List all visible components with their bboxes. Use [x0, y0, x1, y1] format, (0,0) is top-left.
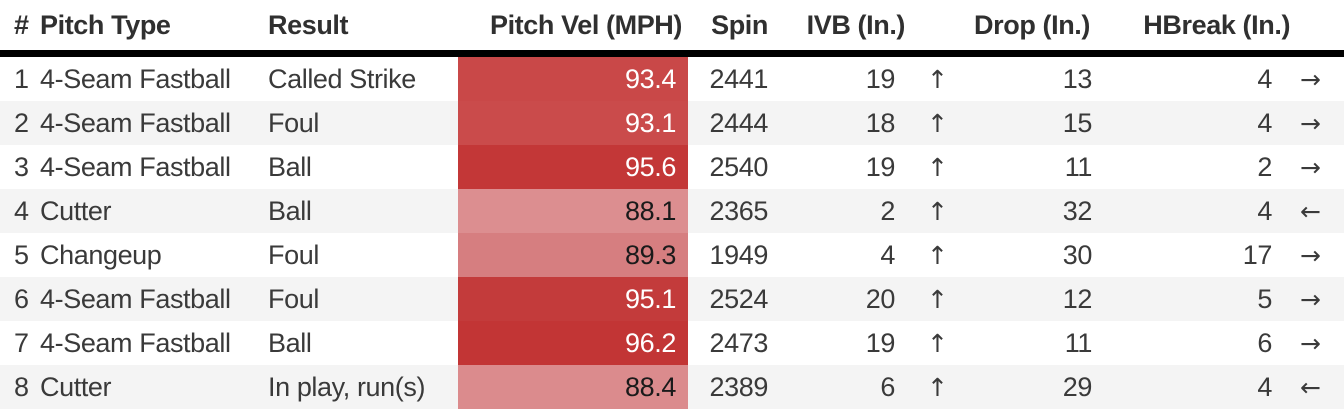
pitch-result: Foul — [268, 101, 458, 145]
hbreak-value: 6 — [1257, 327, 1273, 358]
spin-rate: 1949 — [709, 239, 769, 270]
ivb-value: 2 — [770, 189, 895, 233]
drop-value: 13 — [1062, 63, 1093, 94]
hbreak-value: 2 — [1257, 151, 1273, 182]
pitch-type: 4-Seam Fastball — [40, 277, 268, 321]
drop-value: 15 — [960, 101, 1093, 145]
pitch-result: Ball — [268, 151, 312, 182]
pitch-number: 3 — [14, 151, 29, 182]
pitch-type: 4-Seam Fastball — [40, 327, 231, 358]
hbreak-direction-arrow-icon: → — [1300, 64, 1321, 94]
pitch-type: 4-Seam Fastball — [40, 151, 231, 182]
spin-rate: 2524 — [688, 277, 770, 321]
spin-rate: 2389 — [688, 365, 770, 409]
hbreak-value: 4 — [1257, 63, 1273, 94]
hbreak-value: 4 — [1092, 365, 1273, 409]
col-header-number: # — [0, 0, 40, 57]
col-header-pitch-type: Pitch Type — [40, 0, 268, 57]
pitch-number: 8 — [0, 365, 40, 409]
pitch-velocity-heatcell: 88.4 — [458, 365, 688, 409]
pitch-result: Foul — [268, 277, 458, 321]
pitch-number: 2 — [0, 101, 40, 145]
hbreak-value: 17 — [1242, 239, 1273, 270]
ivb-value: 18 — [770, 101, 895, 145]
pitch-row: 4 Cutter Ball 88.1 2365 2 ↑ 32 4 ← — [0, 189, 1344, 233]
hbreak-value: 4 — [1092, 189, 1273, 233]
ivb-value: 19 — [865, 151, 895, 182]
spin-rate: 2365 — [688, 189, 770, 233]
pitch-result: Foul — [268, 239, 319, 270]
pitch-number: 6 — [0, 277, 40, 321]
ivb-up-arrow-icon: ↑ — [895, 277, 961, 321]
pitch-number: 4 — [0, 189, 40, 233]
pitch-result: Ball — [268, 189, 458, 233]
header-row: # Pitch Type Result Pitch Vel (MPH) Spin… — [0, 0, 1344, 57]
col-header-hbreak: HBreak (In.) — [1092, 0, 1344, 57]
ivb-up-arrow-icon: ↑ — [895, 101, 961, 145]
col-header-ivb: IVB (In.) — [770, 0, 961, 57]
pitch-velocity-heatcell: 93.1 — [458, 101, 688, 145]
ivb-up-arrow-icon: ↑ — [927, 240, 948, 270]
ivb-up-arrow-icon: ↑ — [895, 189, 961, 233]
pitch-result: Ball — [268, 327, 312, 358]
pitch-result: In play, run(s) — [268, 365, 458, 409]
ivb-up-arrow-icon: ↑ — [927, 328, 948, 358]
pitch-velocity-heatcell: 89.3 — [458, 233, 688, 277]
col-header-result: Result — [268, 0, 458, 57]
drop-value: 32 — [960, 189, 1093, 233]
ivb-value: 6 — [770, 365, 895, 409]
spin-rate: 2540 — [709, 151, 769, 182]
pitch-row: 1 4-Seam Fastball Called Strike 93.4 2441 19 ↑… — [0, 53, 1344, 101]
pitch-row: 5 Changeup Foul 89.3 1949 4 ↑ 30 17 → — [0, 233, 1344, 277]
hbreak-direction-arrow-icon: → — [1300, 240, 1321, 270]
drop-value: 11 — [1064, 151, 1093, 182]
hbreak-value: 4 — [1092, 101, 1273, 145]
col-header-drop: Drop (In.) — [960, 0, 1093, 57]
pitch-row: 2 4-Seam Fastball Foul 93.1 2444 18 ↑ 15 4 → — [0, 101, 1344, 145]
ivb-value: 19 — [865, 63, 895, 94]
hbreak-direction-arrow-icon: → — [1272, 277, 1344, 321]
pitch-type: Cutter — [40, 365, 268, 409]
hbreak-direction-arrow-icon: ← — [1272, 365, 1344, 409]
spin-rate: 2444 — [688, 101, 770, 145]
pitch-velocity-heatcell: 95.6 — [458, 145, 688, 189]
hbreak-direction-arrow-icon: → — [1300, 328, 1321, 358]
ivb-up-arrow-icon: ↑ — [927, 64, 948, 94]
pitch-number: 7 — [14, 327, 29, 358]
col-header-spin: Spin — [688, 0, 770, 57]
pitch-result: Called Strike — [268, 63, 416, 94]
ivb-up-arrow-icon: ↑ — [927, 152, 948, 182]
hbreak-direction-arrow-icon: → — [1272, 101, 1344, 145]
ivb-value: 4 — [880, 239, 895, 270]
col-header-pitch-vel: Pitch Vel (MPH) — [458, 0, 688, 57]
pitch-number: 1 — [14, 63, 29, 94]
pitch-row: 7 4-Seam Fastball Ball 96.2 2473 19 ↑ 11 6 → — [0, 321, 1344, 365]
ivb-up-arrow-icon: ↑ — [895, 365, 961, 409]
pitch-type: Cutter — [40, 189, 268, 233]
pitch-type: 4-Seam Fastball — [40, 101, 268, 145]
pitch-row: 6 4-Seam Fastball Foul 95.1 2524 20 ↑ 12 5 → — [0, 277, 1344, 321]
spin-rate: 2473 — [709, 327, 769, 358]
spin-rate: 2441 — [709, 63, 769, 94]
pitch-velocity-heatcell: 93.4 — [458, 53, 688, 101]
hbreak-direction-arrow-icon: → — [1300, 152, 1321, 182]
pitch-type: Changeup — [40, 239, 162, 270]
ivb-value: 20 — [770, 277, 895, 321]
hbreak-value: 5 — [1092, 277, 1273, 321]
drop-value: 29 — [960, 365, 1093, 409]
drop-value: 30 — [1062, 239, 1093, 270]
drop-value: 12 — [960, 277, 1093, 321]
pitch-row: 8 Cutter In play, run(s) 88.4 2389 6 ↑ 29 4 ← — [0, 365, 1344, 409]
pitch-velocity-heatcell: 88.1 — [458, 189, 688, 233]
pitch-row: 3 4-Seam Fastball Ball 95.6 2540 19 ↑ 11 2 → — [0, 145, 1344, 189]
drop-value: 11 — [1064, 327, 1093, 358]
pitch-velocity-heatcell: 96.2 — [458, 321, 688, 365]
hbreak-direction-arrow-icon: ← — [1272, 189, 1344, 233]
ivb-value: 19 — [865, 327, 895, 358]
pitch-velocity-heatcell: 95.1 — [458, 277, 688, 321]
pitch-number: 5 — [14, 239, 29, 270]
pitch-type: 4-Seam Fastball — [40, 63, 231, 94]
